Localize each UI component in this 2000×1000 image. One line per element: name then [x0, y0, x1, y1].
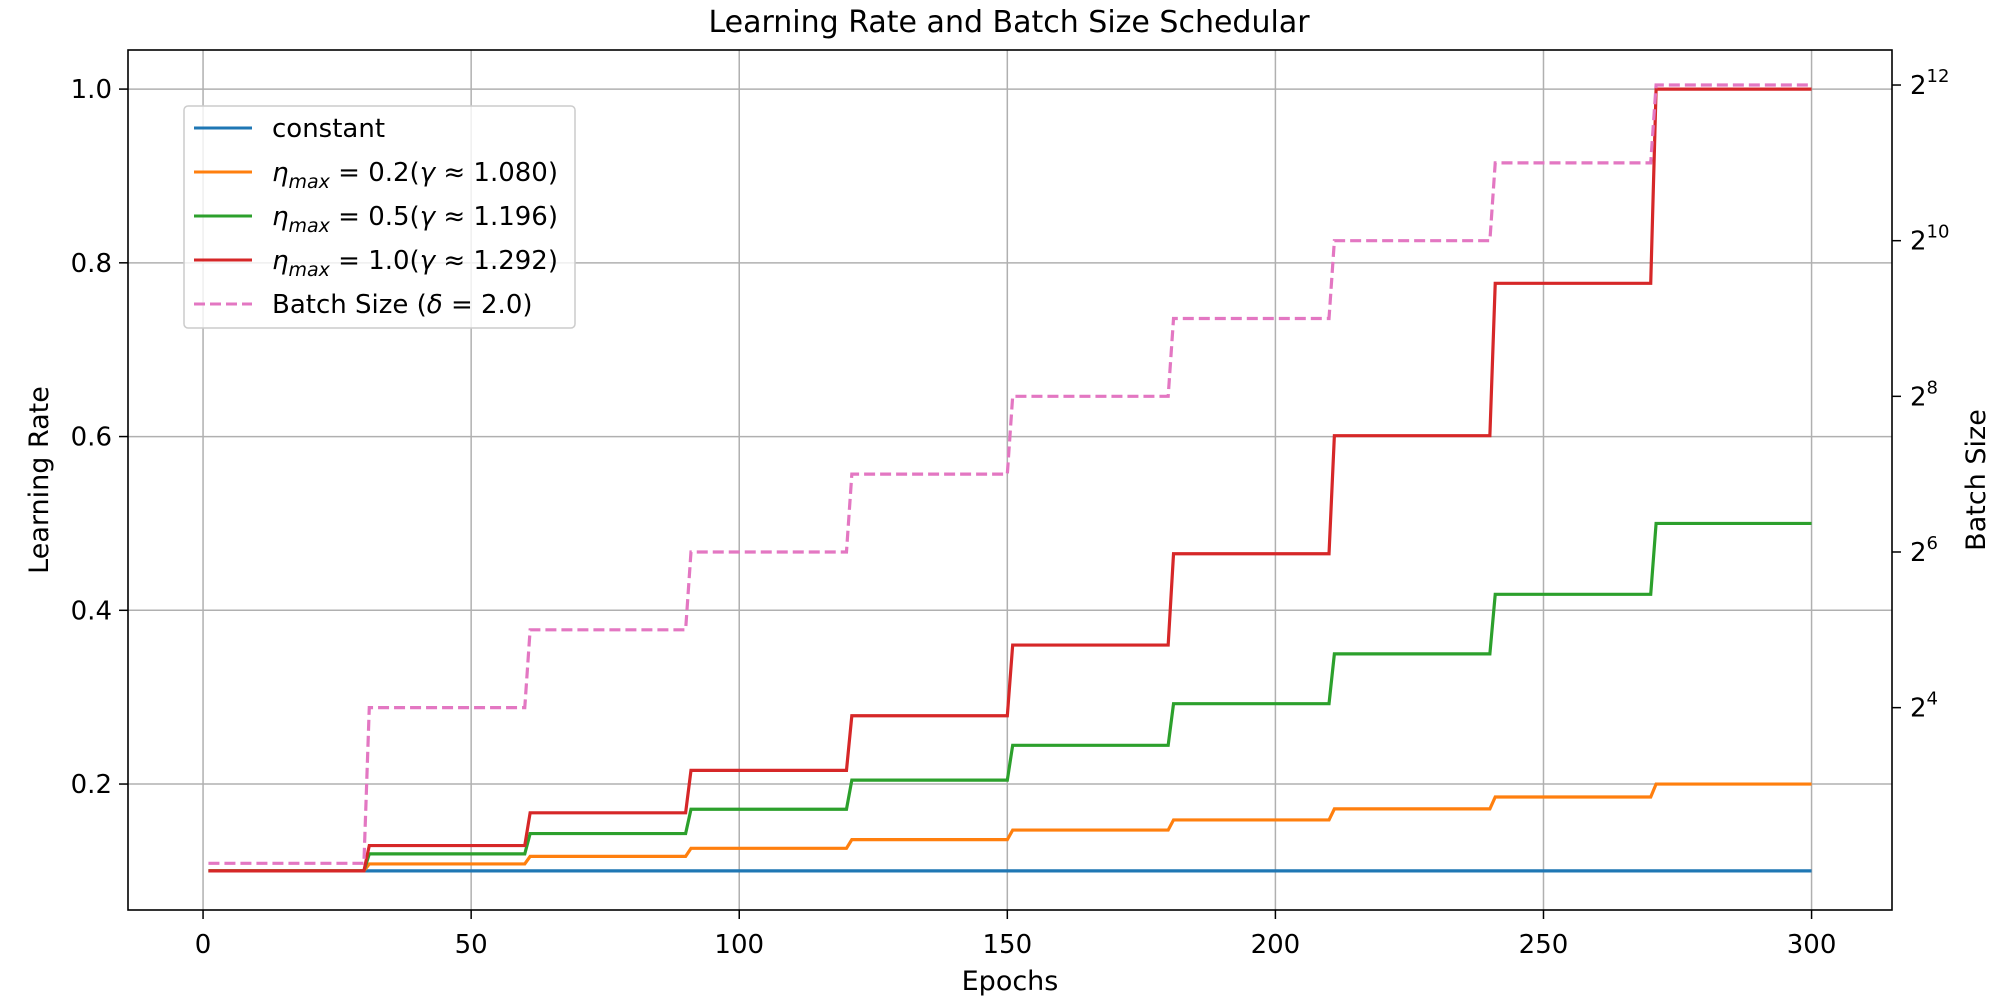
y2-tick-label: 28 [1910, 377, 1938, 412]
x-tick-label: 150 [982, 930, 1032, 960]
x-tick-label: 100 [714, 930, 764, 960]
x-axis-ticks: 0 50 100 150 200 250 300 [195, 910, 1837, 960]
x-tick-label: 50 [455, 930, 488, 960]
y-tick-label: 0.2 [71, 770, 112, 800]
series-line-3 [208, 87, 1812, 873]
series-layer [208, 83, 1812, 873]
x-tick-label: 200 [1251, 930, 1301, 960]
y-tick-label: 0.6 [71, 423, 112, 453]
y2-tick-label: 212 [1910, 66, 1949, 101]
y2-tick-base: 2 [1910, 227, 1927, 257]
y2-tick-label: 26 [1910, 533, 1938, 568]
x-tick-label: 250 [1519, 930, 1569, 960]
legend-label-constant: constant [272, 114, 385, 144]
y2-tick-base: 2 [1910, 71, 1927, 101]
y-tick-label: 0.8 [71, 249, 112, 279]
y2-tick-exponent: 6 [1927, 533, 1938, 554]
y-tick-label: 1.0 [71, 75, 112, 105]
y2-tick-base: 2 [1910, 382, 1927, 412]
series-line-1 [208, 782, 1812, 873]
legend-frame [183, 105, 576, 329]
y2-tick-base: 2 [1910, 694, 1927, 724]
legend-entry-constant: constant [194, 114, 385, 144]
y2-tick-label: 210 [1910, 222, 1949, 257]
y-axis-label: Learning Rate [24, 386, 55, 574]
x-axis-label: Epochs [962, 966, 1059, 997]
legend-entry-batch-size: Batch Size (δ = 2.0) [194, 290, 533, 320]
legend-label-batch-size: Batch Size (δ = 2.0) [272, 290, 533, 320]
legend-label-eta-1-0: ηmax = 1.0(γ ≈ 1.292) [272, 246, 558, 281]
legend-entry-eta-0-5: ηmax = 0.5(γ ≈ 1.196) [194, 202, 558, 237]
x-tick-label: 300 [1787, 930, 1837, 960]
y2-tick-exponent: 8 [1927, 377, 1938, 398]
y2-tick-label: 24 [1910, 689, 1938, 724]
series-line-2 [208, 521, 1812, 873]
y2-tick-exponent: 10 [1927, 222, 1950, 243]
series-line-4 [208, 83, 1812, 865]
chart-title: Learning Rate and Batch Size Schedular [708, 5, 1310, 40]
y2-tick-base: 2 [1910, 538, 1927, 568]
legend-label-eta-0-5: ηmax = 0.5(γ ≈ 1.196) [272, 202, 558, 237]
legend-label-eta-0-2: ηmax = 0.2(γ ≈ 1.080) [272, 158, 558, 193]
y-tick-label: 0.4 [71, 596, 112, 626]
y-axis-ticks: 0.2 0.4 0.6 0.8 1.0 [71, 75, 128, 800]
legend: constant ηmax = 0.2(γ ≈ 1.080) ηmax = 0.… [183, 105, 576, 329]
y2-tick-exponent: 12 [1927, 66, 1950, 87]
legend-entry-eta-0-2: ηmax = 0.2(γ ≈ 1.080) [194, 158, 558, 193]
x-tick-label: 0 [195, 930, 212, 960]
y2-tick-exponent: 4 [1927, 689, 1938, 710]
legend-entry-eta-1-0: ηmax = 1.0(γ ≈ 1.292) [194, 246, 558, 281]
y2-axis-label: Batch Size [1961, 409, 1992, 551]
plot-frame [127, 49, 1893, 911]
